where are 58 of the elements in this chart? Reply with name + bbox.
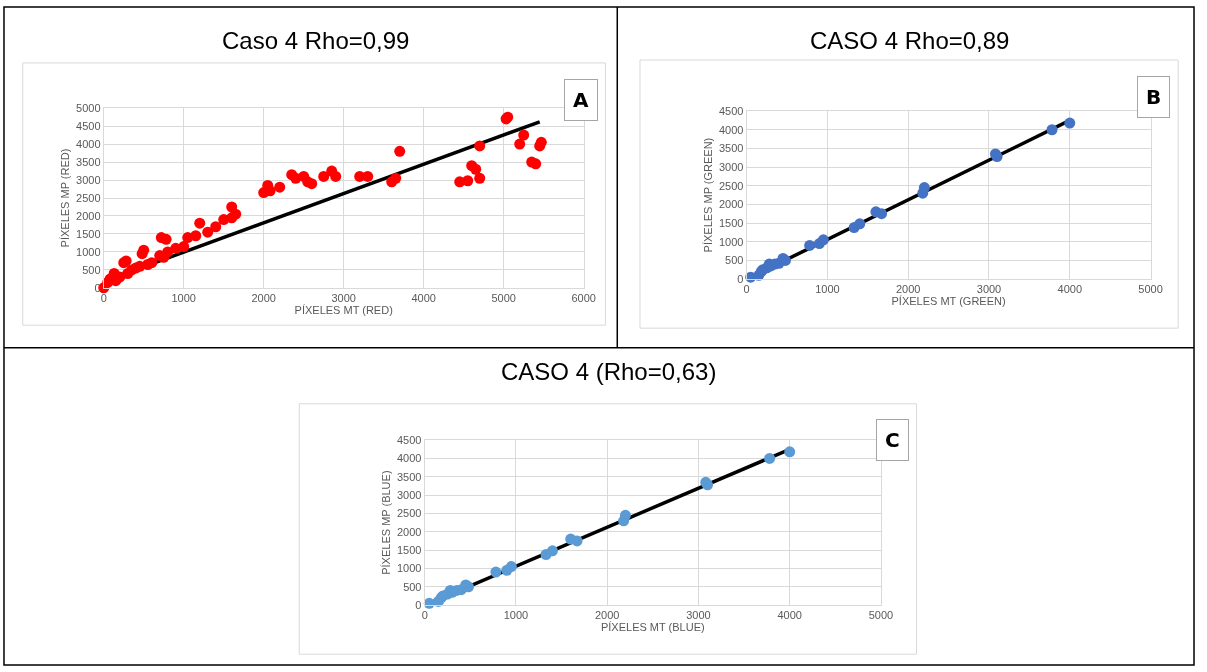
x-tick-label: 4000 <box>1057 283 1083 296</box>
y-tick-label: 2000 <box>76 209 101 222</box>
y-tick-label: 1000 <box>718 235 744 248</box>
x-tick-label: 3000 <box>331 292 356 305</box>
y-tick-label: 3500 <box>76 155 101 168</box>
y-tick-label: 4500 <box>718 104 744 117</box>
y-tick-label: 1500 <box>718 216 744 229</box>
y-tick-label: 3000 <box>76 173 101 186</box>
x-tick-label: 5000 <box>491 292 516 305</box>
x-tick-label: 1000 <box>503 609 529 622</box>
x-tick-label: 2000 <box>251 292 276 305</box>
text: B <box>1146 85 1162 109</box>
y-tick-label: 2000 <box>718 198 744 211</box>
y-tick-label: 4000 <box>718 123 744 136</box>
text: C <box>885 428 900 452</box>
y-tick-label: 2500 <box>397 507 422 520</box>
y-tick-label: 3000 <box>397 488 422 501</box>
y-tick-label: 4500 <box>397 433 422 446</box>
x-axis-title: PÍXELES MT (GREEN) <box>891 295 1006 308</box>
y-tick-label: 2000 <box>397 525 422 538</box>
chart-title: Caso 4 Rho=0,99 <box>222 27 410 54</box>
y-tick-label: 1500 <box>76 227 101 240</box>
y-tick-label: 1000 <box>76 245 101 258</box>
x-tick-label: 5000 <box>868 609 894 622</box>
y-tick-label: 3000 <box>718 160 744 173</box>
x-tick-label: 2000 <box>594 609 620 622</box>
y-tick-label: 2500 <box>76 191 101 204</box>
x-axis-title: PÍXELES MT (BLUE) <box>600 621 705 634</box>
y-tick-label: 500 <box>403 580 422 593</box>
y-tick-label: 500 <box>725 254 744 267</box>
x-tick-label: 6000 <box>571 292 596 305</box>
x-tick-label: 2000 <box>895 283 921 296</box>
chart-title: CASO 4 (Rho=0,63) <box>501 358 717 385</box>
x-tick-label: 3000 <box>686 609 711 622</box>
x-tick-label: 4000 <box>411 292 436 305</box>
y-tick-label: 3500 <box>718 142 744 155</box>
x-tick-label: 4000 <box>777 609 802 622</box>
y-tick-label: 0 <box>737 272 744 285</box>
y-axis-title: PÍXELES MP (RED) <box>58 148 71 248</box>
y-axis-title: PÍXELES MP (GREEN) <box>701 137 714 253</box>
y-tick-label: 5000 <box>76 101 101 114</box>
y-tick-label: 4000 <box>76 137 101 150</box>
x-axis-title: PÍXELES MT (RED) <box>294 304 393 317</box>
y-tick-label: 4000 <box>397 452 422 465</box>
y-tick-label: 2500 <box>718 179 744 192</box>
chart-title: CASO 4 Rho=0,89 <box>810 27 1010 54</box>
y-tick-label: 0 <box>415 598 422 611</box>
y-tick-label: 4500 <box>76 119 101 132</box>
x-tick-label: 1000 <box>815 283 840 296</box>
y-tick-label: 3500 <box>397 470 422 483</box>
y-tick-label: 500 <box>82 263 101 276</box>
x-tick-label: 3000 <box>976 283 1002 296</box>
annotation: A <box>573 88 589 112</box>
y-axis-title: PÍXELES MP (BLUE) <box>379 470 392 575</box>
y-tick-label: 1000 <box>397 562 422 575</box>
y-tick-label: 1500 <box>397 543 422 556</box>
x-tick-label: 5000 <box>1138 283 1163 296</box>
x-tick-label: 1000 <box>171 292 196 305</box>
